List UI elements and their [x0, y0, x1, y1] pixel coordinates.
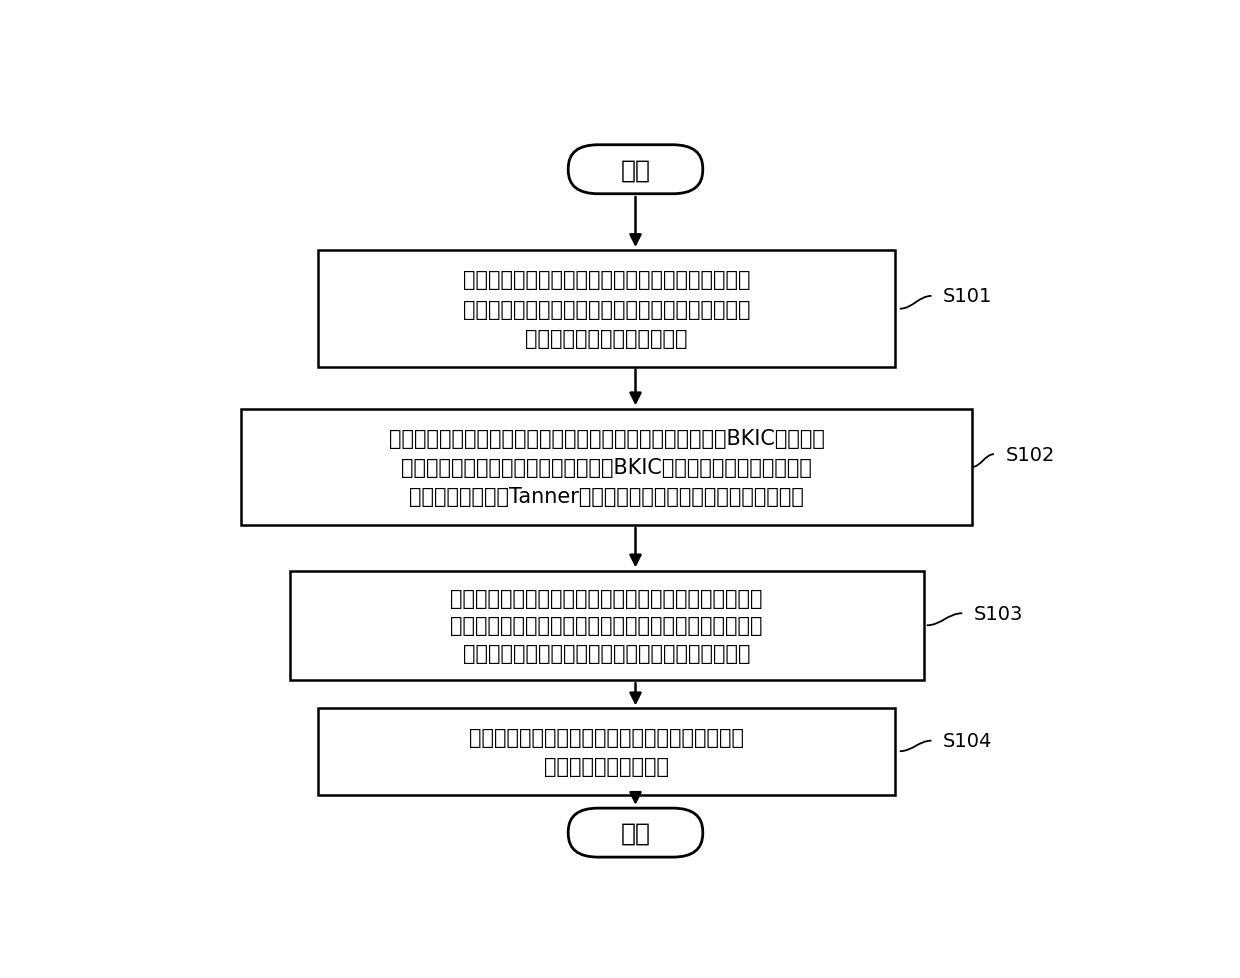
- FancyBboxPatch shape: [568, 146, 703, 195]
- Text: 将检验统计量与规定阈値进行比较，从而确定载体: 将检验统计量与规定阈値进行比较，从而确定载体: [469, 727, 744, 747]
- Text: 信号是否能够通过认证: 信号是否能够通过认证: [544, 756, 670, 776]
- Text: 信号进行差分信号处理以获得参考认证信号，并计算目标: 信号进行差分信号处理以获得参考认证信号，并计算目标: [450, 616, 763, 636]
- Bar: [319, 708, 895, 795]
- Text: 发射端向无线信道发射载体信号，载体信号包括认证: 发射端向无线信道发射载体信号，载体信号包括认证: [463, 270, 750, 290]
- Text: S104: S104: [944, 732, 992, 750]
- FancyBboxPatch shape: [568, 808, 703, 858]
- Bar: [289, 571, 924, 681]
- Bar: [242, 409, 972, 526]
- Text: 接收端接收所述载体信号，对载体信号进行盲已知干扰消除（BKIC）处理和: 接收端接收所述载体信号，对载体信号进行盲已知干扰消除（BKIC）处理和: [388, 428, 825, 448]
- Text: S103: S103: [973, 604, 1023, 623]
- Bar: [319, 251, 895, 368]
- Text: S102: S102: [1006, 445, 1055, 465]
- Text: 号，无线信道是时变衰落信道: 号，无线信道是时变衰落信道: [526, 329, 688, 348]
- Text: 在接收端中，基于密鑰和导频信号获得参考信号，对参考: 在接收端中，基于密鑰和导频信号获得参考信号，对参考: [450, 589, 763, 608]
- Text: 开始: 开始: [620, 158, 651, 182]
- Text: 验概率密度函数和Tanner图，通过置信传递技术消除所述导频信号: 验概率密度函数和Tanner图，通过置信传递技术消除所述导频信号: [409, 487, 804, 507]
- Text: 结束: 结束: [620, 821, 651, 845]
- Text: 认证信号和参考认证信号的相关性，得到检验统计量: 认证信号和参考认证信号的相关性，得到检验统计量: [463, 643, 750, 663]
- Text: S101: S101: [944, 288, 992, 306]
- Text: 信号、导频信号和信息信号，认证信号叠加到导频信: 信号、导频信号和信息信号，认证信号叠加到导频信: [463, 299, 750, 320]
- Text: 差分信号处理以获得目标认证信号，在BKIC处理中，利用目标信号的先: 差分信号处理以获得目标认证信号，在BKIC处理中，利用目标信号的先: [402, 458, 812, 477]
